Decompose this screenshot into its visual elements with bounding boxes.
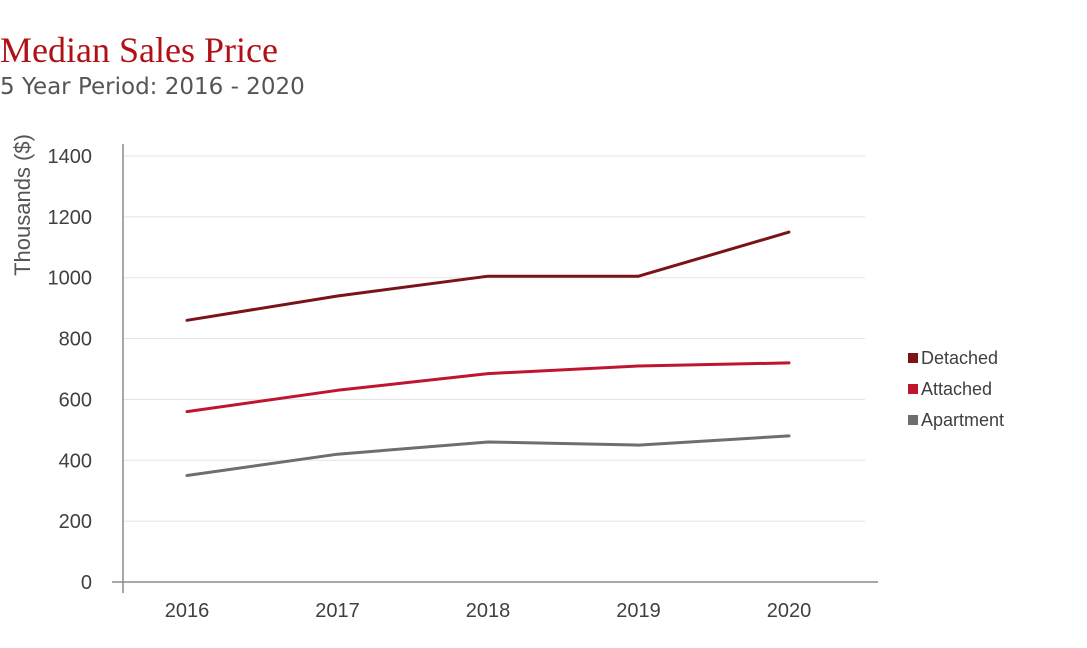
- axes: 0 200 400 600 800 1000 1200 1400 2016 2017 2018 201…: [10, 134, 878, 622]
- legend-swatch: [908, 384, 918, 394]
- series-line-apartment: [185, 434, 791, 477]
- y-tick-label: 0: [81, 572, 92, 594]
- legend-label: Apartment: [921, 410, 1004, 430]
- gridlines: [123, 155, 865, 522]
- y-tick-label: 1200: [48, 207, 93, 229]
- legend-label: Detached: [921, 348, 998, 368]
- legend-swatch: [908, 415, 918, 425]
- x-tick-label: 2018: [466, 600, 511, 622]
- x-tick-label: 2016: [165, 600, 210, 622]
- series-line-detached: [185, 230, 791, 322]
- y-axis-title: Thousands ($): [10, 134, 35, 276]
- legend-swatch: [908, 353, 918, 363]
- x-tick-label: 2017: [315, 600, 360, 622]
- legend-label: Attached: [921, 379, 992, 399]
- y-tick-label: 1000: [48, 268, 93, 290]
- x-tick-label: 2020: [767, 600, 812, 622]
- legend-item-apartment: Apartment: [908, 410, 1004, 430]
- series-line-attached: [185, 361, 791, 414]
- series-lines: [185, 230, 791, 477]
- legend-item-detached: Detached: [908, 348, 998, 368]
- x-tick-label: 2019: [616, 600, 661, 622]
- y-tick-label: 200: [59, 511, 92, 533]
- chart-title: Median Sales Price: [0, 30, 278, 70]
- legend-item-attached: Attached: [908, 379, 992, 399]
- y-tick-label: 800: [59, 329, 92, 351]
- legend: Detached Attached Apartment: [908, 348, 1004, 430]
- y-tick-label: 400: [59, 450, 92, 472]
- y-tick-label: 600: [59, 389, 92, 411]
- y-tick-label: 1400: [48, 146, 93, 168]
- chart-subtitle: 5 Year Period: 2016 - 2020: [0, 74, 305, 100]
